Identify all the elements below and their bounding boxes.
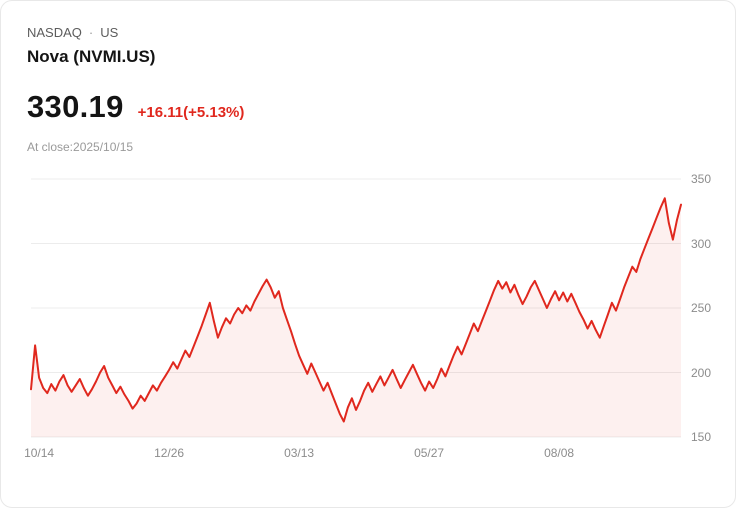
stock-header: NASDAQ · US Nova (NVMI.US) 330.19 +16.11…: [1, 1, 735, 154]
close-info: At close:2025/10/15: [27, 140, 134, 154]
price-change: +16.11(+5.13%): [137, 104, 245, 121]
exchange-row: NASDAQ · US: [27, 25, 709, 40]
x-axis-label: 08/08: [544, 446, 575, 460]
exchange-label: NASDAQ: [27, 25, 82, 40]
y-axis-label: 200: [691, 365, 712, 380]
y-axis-label: 300: [691, 236, 712, 251]
price-chart[interactable]: 150 200 250 300 350 10/14 12/26 03/13 05/27 08/0…: [24, 172, 711, 460]
y-axis-label: 250: [691, 301, 712, 315]
y-axis-label: 350: [691, 172, 712, 186]
x-axis-label: 05/27: [414, 446, 445, 460]
stock-name: Nova (NVMI.US): [27, 47, 156, 66]
price-line: [30, 197, 682, 423]
chart-canvas: [30, 178, 682, 438]
separator-dot: ·: [88, 25, 94, 40]
price-row: 330.19 +16.11(+5.13%): [27, 89, 709, 125]
x-axis-label: 10/14: [24, 446, 55, 460]
x-axis-label: 03/13: [284, 446, 315, 460]
y-axis-label: 150: [691, 430, 712, 444]
region-label: US: [100, 25, 119, 40]
price-area: [31, 198, 681, 437]
x-axis: 10/14 12/26 03/13 05/27 08/08: [24, 446, 681, 462]
x-axis-label: 12/26: [154, 446, 185, 460]
current-price: 330.19: [27, 89, 124, 124]
